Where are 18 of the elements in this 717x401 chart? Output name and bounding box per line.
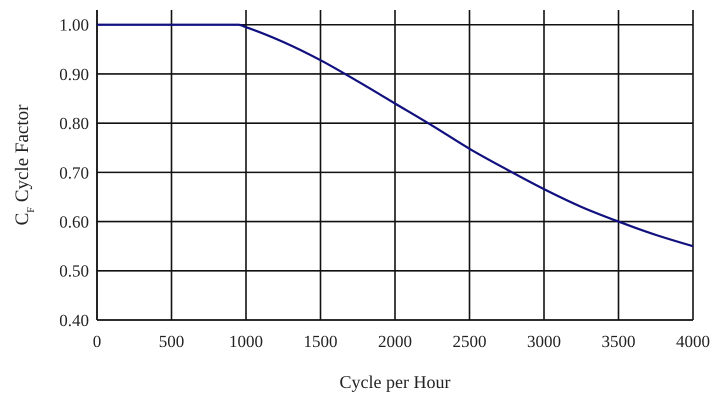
x-tick-label: 3500 — [602, 332, 636, 351]
x-tick-label: 3000 — [527, 332, 561, 351]
x-tick-label: 2000 — [378, 332, 412, 351]
x-tick-label: 500 — [158, 332, 184, 351]
y-tick-label: 0.60 — [59, 212, 89, 232]
y-tick-label: 0.90 — [59, 64, 89, 84]
y-tick-label: 1.00 — [59, 16, 89, 35]
x-tick-label: 0 — [92, 332, 102, 351]
x-tick-label: 1000 — [229, 332, 263, 351]
line-series — [96, 24, 694, 248]
x-tick-label: 2500 — [452, 332, 486, 351]
y-tick-label: 0.40 — [59, 310, 89, 330]
y-tick-label: 0.70 — [59, 163, 89, 182]
y-tick-label: 0.80 — [59, 114, 89, 134]
y-tick-label: 0.50 — [59, 262, 89, 281]
x-tick-label: 4000 — [676, 332, 710, 351]
x-tick-label: 1500 — [304, 332, 338, 351]
x-axis-title: Cycle per Hour — [340, 372, 450, 392]
